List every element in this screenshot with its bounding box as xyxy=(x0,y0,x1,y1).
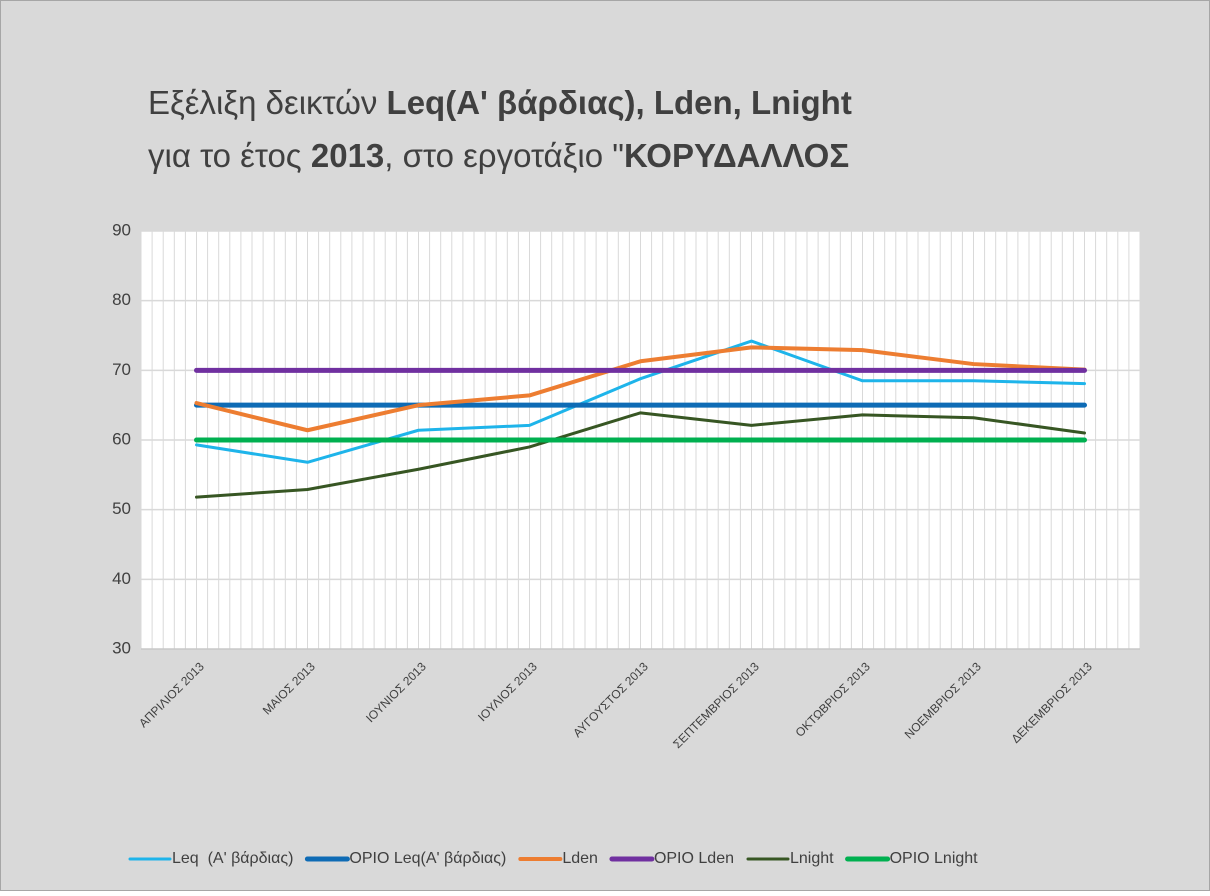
series-line xyxy=(195,339,1086,464)
title-part: 2013 xyxy=(311,137,384,174)
legend-label: ΟΡΙΟ Lden xyxy=(654,850,734,867)
series-line xyxy=(194,345,1087,433)
y-tick-label: 50 xyxy=(112,499,131,518)
title-part: ΚΟΡΥΔΑΛΛΟΣ xyxy=(624,137,849,174)
legend-label: Leq (Α' βάρδιας) xyxy=(172,850,293,867)
y-tick-label: 90 xyxy=(112,220,131,239)
y-tick-label: 60 xyxy=(112,429,131,448)
title-part: για το έτος xyxy=(148,137,311,174)
y-tick-label: 80 xyxy=(112,290,131,309)
chart-title: για το έτος 2013, στο εργοτάξιο "ΚΟΡΥΔΑΛ… xyxy=(148,137,849,174)
title-part: Εξέλιξη δεικτών xyxy=(148,84,387,121)
title-part: Leq(Α' βάρδιας), Lden, Lnight xyxy=(387,84,852,121)
series-line xyxy=(195,411,1086,499)
y-tick-label: 70 xyxy=(112,360,131,379)
legend-label: Lden xyxy=(562,850,598,867)
y-tick-label: 40 xyxy=(112,569,131,588)
legend-label: Lnight xyxy=(790,850,834,867)
y-tick-label: 30 xyxy=(112,638,131,657)
title-part: , στο εργοτάξιο " xyxy=(384,137,624,174)
legend-label: ΟΡΙΟ Lnight xyxy=(890,850,979,867)
chart-title: Εξέλιξη δεικτών Leq(Α' βάρδιας), Lden, L… xyxy=(148,84,852,121)
legend-label: ΟΡΙΟ Leq(Α' βάρδιας) xyxy=(349,850,506,867)
